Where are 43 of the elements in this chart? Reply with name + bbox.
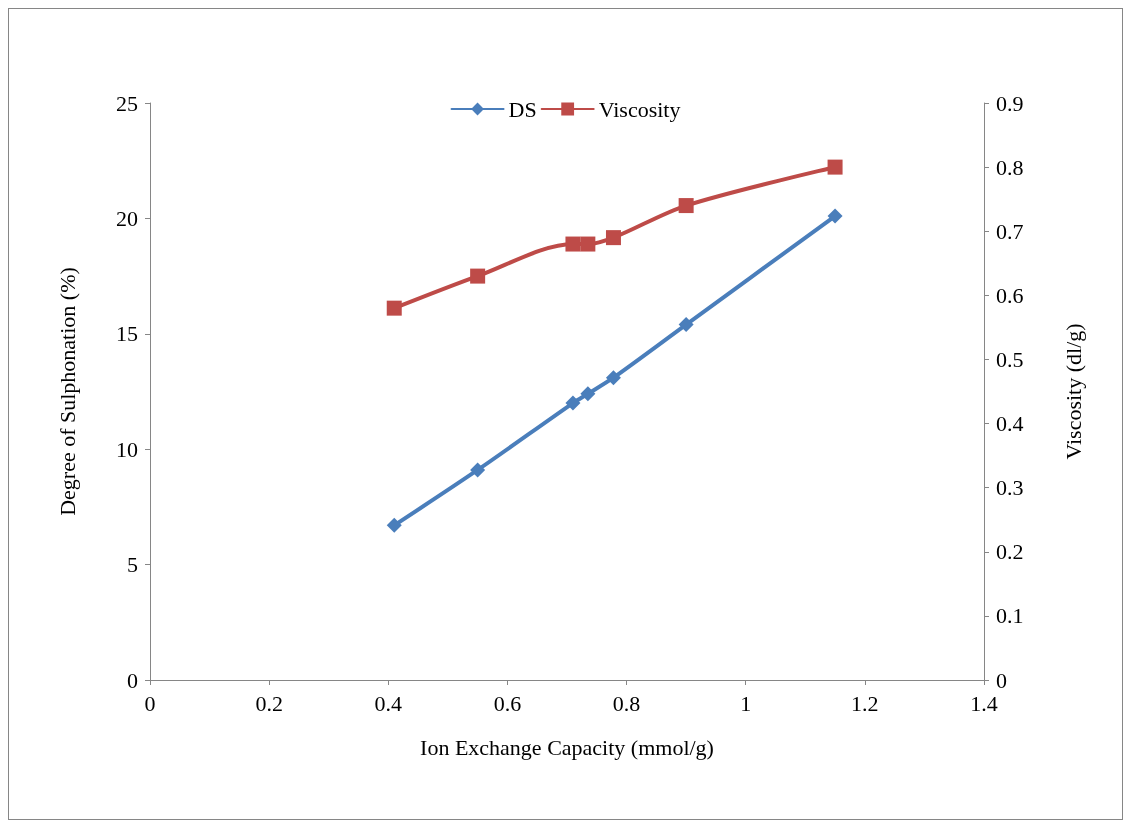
point bbox=[386, 300, 402, 316]
y2-tick-label: 0 bbox=[996, 667, 1007, 693]
point bbox=[827, 159, 843, 175]
y-axis-title: Degree of Sulphonation (%) bbox=[54, 267, 80, 516]
point bbox=[605, 230, 621, 246]
x-tick-label: 0 bbox=[144, 690, 156, 716]
y2-tick-label: 0.9 bbox=[996, 90, 1024, 116]
y-tick-label: 20 bbox=[116, 205, 138, 231]
y2-tick-label: 0.8 bbox=[996, 154, 1024, 180]
x-tick-label: 0.4 bbox=[374, 690, 403, 716]
y-tick-label: 5 bbox=[127, 552, 138, 578]
point bbox=[678, 198, 694, 214]
x-axis-title: Ion Exchange Capacity (mmol/g) bbox=[420, 734, 714, 760]
y-tick-label: 10 bbox=[116, 436, 138, 462]
x-tick-label: 0.2 bbox=[255, 690, 283, 716]
legend-label: Viscosity bbox=[598, 96, 681, 122]
y2-tick-label: 0.5 bbox=[996, 346, 1024, 372]
x-tick-label: 0.6 bbox=[493, 690, 522, 716]
point bbox=[827, 208, 843, 224]
x-tick-label: 1 bbox=[740, 690, 752, 716]
y2-tick-label: 0.2 bbox=[996, 539, 1024, 565]
y2-tick-label: 0.6 bbox=[996, 282, 1024, 308]
point bbox=[565, 395, 581, 411]
legend-label: DS bbox=[508, 96, 537, 122]
point bbox=[580, 386, 596, 402]
point bbox=[470, 268, 486, 284]
point bbox=[565, 236, 581, 252]
x-tick-label: 1.4 bbox=[970, 690, 998, 716]
x-tick-label: 0.8 bbox=[612, 690, 641, 716]
y2-axis-title: Viscosity (dl/g) bbox=[1060, 323, 1086, 460]
y-tick-label: 15 bbox=[116, 321, 138, 347]
point bbox=[470, 462, 486, 478]
y2-tick-label: 0.3 bbox=[996, 475, 1024, 501]
y-tick-label: 25 bbox=[116, 90, 138, 116]
point bbox=[580, 236, 596, 252]
point bbox=[386, 517, 402, 533]
x-tick-label: 1.2 bbox=[851, 690, 879, 716]
y2-tick-label: 0.1 bbox=[996, 603, 1024, 629]
point bbox=[605, 370, 621, 386]
y2-tick-label: 0.7 bbox=[996, 218, 1024, 244]
y2-tick-label: 0.4 bbox=[996, 411, 1024, 437]
point bbox=[678, 317, 694, 333]
y-tick-label: 0 bbox=[127, 667, 138, 693]
